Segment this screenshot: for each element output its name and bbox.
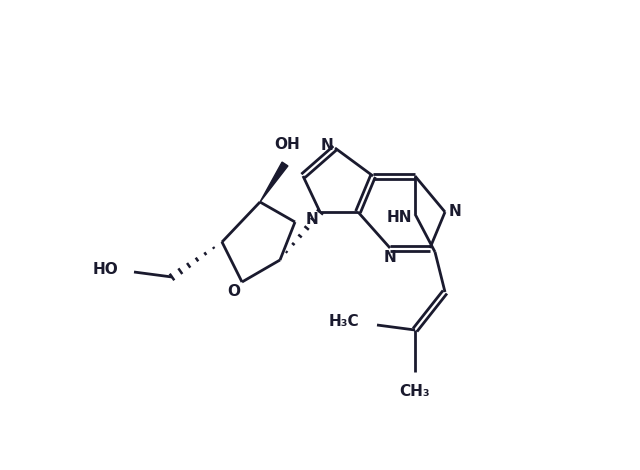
Text: HO: HO — [92, 263, 118, 277]
Text: HN: HN — [387, 211, 412, 226]
Text: CH₃: CH₃ — [400, 384, 430, 399]
Text: N: N — [321, 139, 333, 154]
Text: N: N — [306, 212, 318, 227]
Text: N: N — [383, 251, 396, 266]
Text: OH: OH — [274, 137, 300, 152]
Text: N: N — [449, 204, 461, 219]
Text: O: O — [227, 284, 241, 299]
Polygon shape — [260, 162, 288, 202]
Text: H₃C: H₃C — [328, 313, 359, 329]
